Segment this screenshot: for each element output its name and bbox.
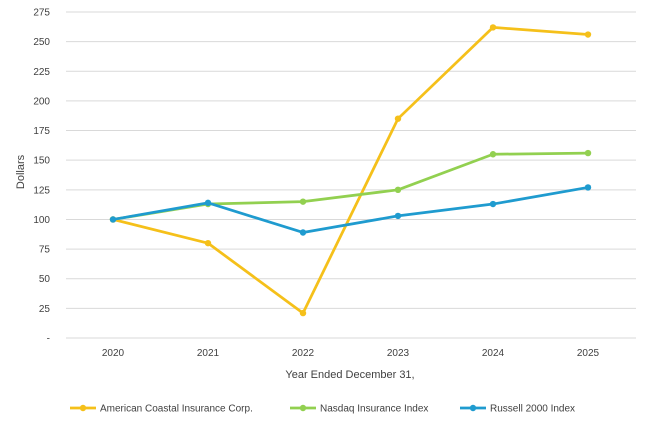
y-tick-label: 275 bbox=[33, 8, 50, 19]
y-tick-label: 25 bbox=[39, 304, 51, 315]
series-line bbox=[111, 186, 590, 234]
data-point bbox=[204, 239, 212, 247]
x-axis-ticks: 2020 2021 2022 2023 2024 2025 bbox=[102, 348, 600, 359]
gridlines bbox=[66, 11, 636, 339]
data-point bbox=[299, 198, 307, 205]
y-tick-label: - bbox=[47, 334, 50, 345]
data-point bbox=[489, 151, 497, 158]
y-tick-label: 250 bbox=[33, 37, 50, 48]
legend-marker bbox=[299, 404, 307, 412]
data-point bbox=[394, 186, 402, 194]
data-point bbox=[204, 199, 212, 207]
series-lines bbox=[109, 24, 592, 317]
data-point bbox=[394, 212, 402, 220]
y-axis-title: Dollars bbox=[15, 154, 27, 189]
data-point bbox=[109, 216, 117, 223]
x-tick-label: 2025 bbox=[577, 348, 600, 359]
y-tick-label: 150 bbox=[33, 156, 50, 167]
data-point bbox=[489, 200, 497, 208]
x-tick-label: 2021 bbox=[197, 348, 220, 359]
legend-item: Russell 2000 Index bbox=[460, 404, 575, 415]
legend-label: Russell 2000 Index bbox=[490, 404, 575, 415]
data-point bbox=[299, 229, 307, 236]
legend-item: American Coastal Insurance Corp. bbox=[70, 404, 253, 415]
legend: American Coastal Insurance Corp. Nasdaq I… bbox=[70, 404, 575, 415]
x-tick-label: 2022 bbox=[292, 348, 315, 359]
series-line bbox=[111, 151, 590, 221]
x-tick-label: 2024 bbox=[482, 348, 505, 359]
x-tick-label: 2020 bbox=[102, 348, 125, 359]
data-point bbox=[584, 184, 592, 191]
legend-label: American Coastal Insurance Corp. bbox=[100, 404, 253, 415]
series-line bbox=[111, 26, 590, 315]
data-point bbox=[394, 115, 402, 122]
legend-label: Nasdaq Insurance Index bbox=[320, 404, 428, 415]
y-tick-label: 200 bbox=[33, 96, 50, 107]
y-tick-label: 225 bbox=[33, 67, 50, 78]
data-point bbox=[584, 149, 592, 157]
series-group bbox=[109, 184, 592, 236]
legend-marker bbox=[469, 404, 477, 412]
y-tick-label: 175 bbox=[33, 126, 50, 137]
series-group bbox=[109, 24, 592, 317]
y-axis-ticks: - 25 50 75 100 125 150 175 200 225 250 275 bbox=[33, 8, 50, 345]
series-group bbox=[109, 149, 592, 223]
legend-marker bbox=[79, 404, 87, 412]
y-tick-label: 75 bbox=[39, 245, 51, 256]
data-point bbox=[299, 309, 307, 317]
y-tick-label: 50 bbox=[39, 274, 51, 285]
legend-item: Nasdaq Insurance Index bbox=[290, 404, 428, 415]
data-point bbox=[584, 31, 592, 38]
y-tick-label: 100 bbox=[33, 215, 50, 226]
x-tick-label: 2023 bbox=[387, 348, 410, 359]
y-tick-label: 125 bbox=[33, 185, 50, 196]
data-point bbox=[489, 24, 497, 31]
x-axis-title: Year Ended December 31, bbox=[285, 369, 414, 381]
